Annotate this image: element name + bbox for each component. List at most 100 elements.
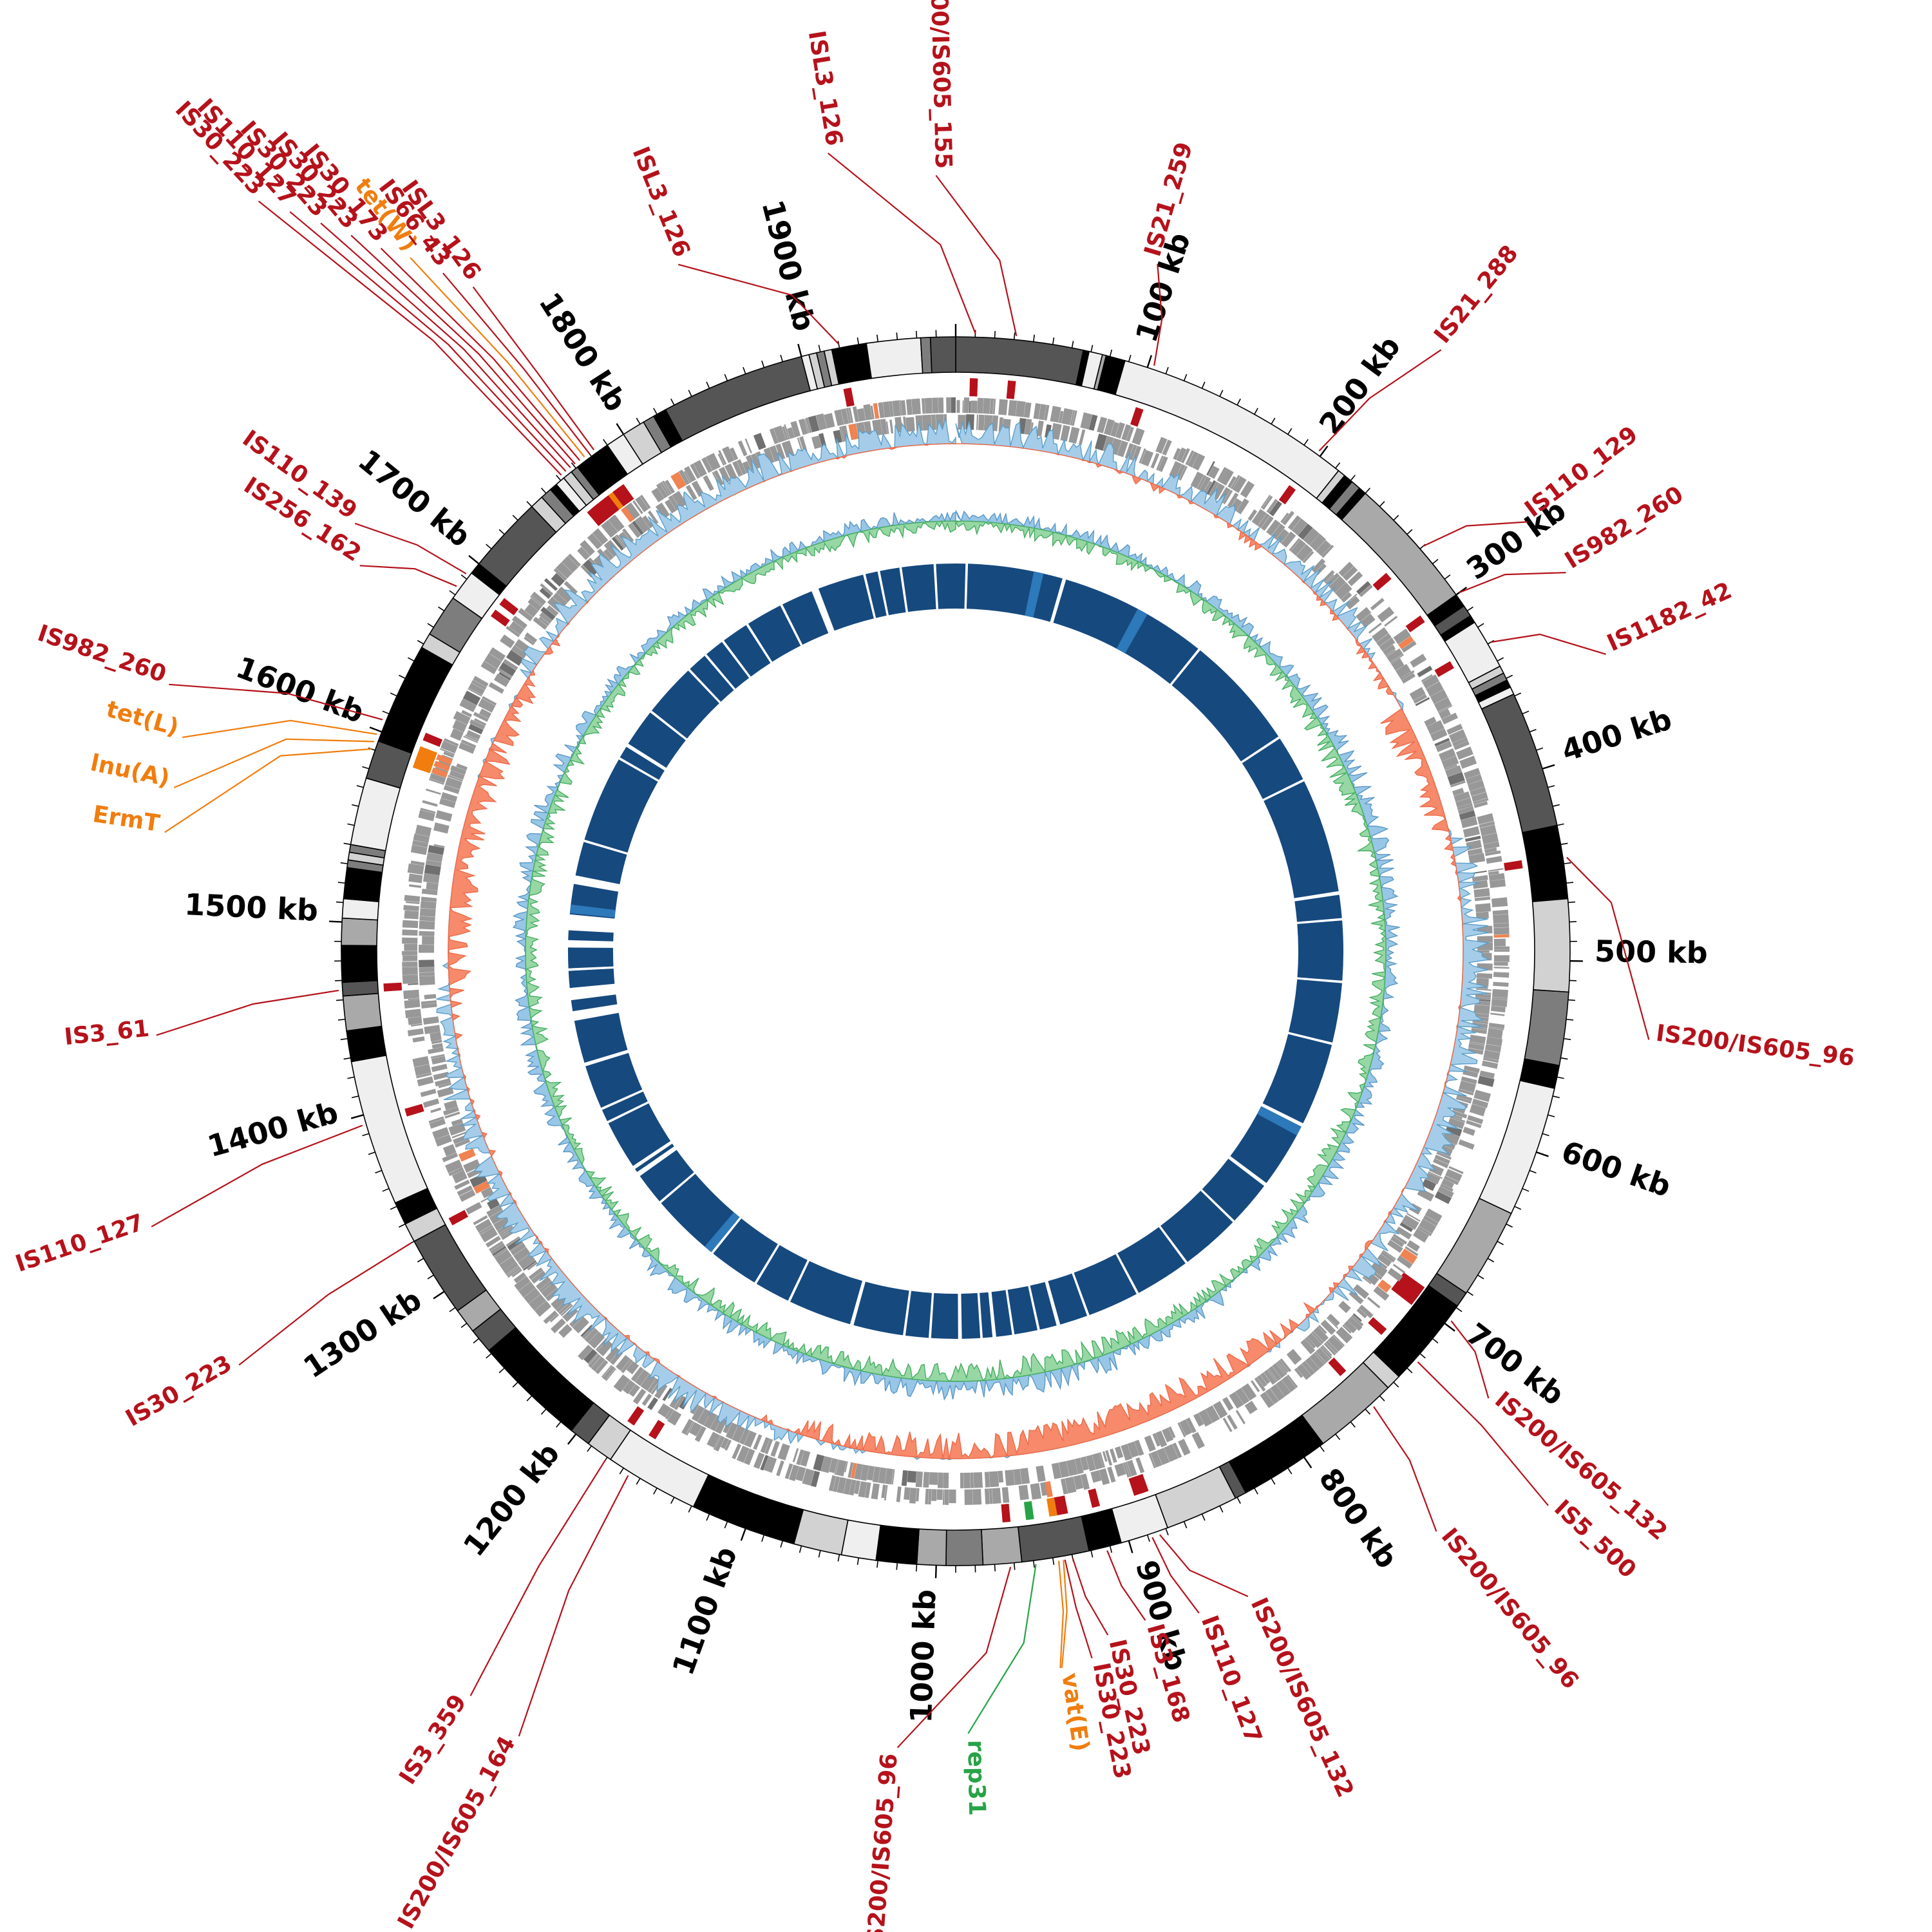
gene-bar [419, 967, 435, 973]
gene-bar [419, 931, 435, 936]
gene-bar [750, 453, 761, 469]
gene-bar [763, 1456, 777, 1473]
amr-gene-bar [1045, 1481, 1053, 1498]
gene-bar [905, 399, 913, 415]
gene-bar [451, 1170, 468, 1184]
gene-bar [475, 1218, 492, 1233]
gene-bar [1392, 1264, 1406, 1274]
gene-bar [518, 1282, 536, 1298]
gene-bar [1168, 1426, 1176, 1439]
gene-bar [1208, 466, 1220, 479]
minor-tick [460, 574, 468, 580]
gene-bar [402, 929, 418, 936]
gene-bar [1192, 453, 1206, 471]
gene-bar [1435, 741, 1452, 752]
gene-bar [732, 1443, 742, 1459]
gene-bar [632, 1388, 647, 1405]
gene-bar [580, 1324, 593, 1338]
gene-bar [461, 710, 473, 717]
minor-tick [1432, 558, 1439, 565]
minor-tick [1319, 1445, 1325, 1452]
gene-bar [714, 470, 724, 486]
gene-bar [1353, 1284, 1369, 1300]
gene-bar [903, 416, 907, 432]
coverage-arc [1007, 1286, 1037, 1334]
annotation-marker [499, 598, 519, 616]
gene-bar [634, 516, 650, 533]
coverage-arc [601, 1091, 648, 1121]
gene-bar [978, 414, 985, 431]
gene-bar [1482, 1057, 1499, 1063]
gene-bar [402, 974, 419, 984]
gene-bar [1336, 1327, 1353, 1343]
gene-bar [1086, 1455, 1096, 1472]
gene-bar [449, 770, 465, 780]
gene-bar [1471, 870, 1487, 875]
gene-bar [753, 1452, 765, 1469]
leader-line [1061, 1560, 1068, 1668]
gene-bar [426, 788, 441, 795]
contig-segment [665, 355, 811, 442]
gene-bar [584, 1328, 599, 1343]
gene-bar [1126, 1459, 1137, 1477]
gene-bar [1479, 821, 1495, 828]
annotation-marker [415, 753, 435, 767]
gene-bar [1314, 1351, 1327, 1365]
minor-tick [352, 804, 359, 807]
gene-bar [1492, 909, 1509, 915]
gene-bar [665, 480, 676, 494]
gene-bar [896, 1486, 902, 1502]
leader-line [1318, 349, 1442, 452]
gene-bar [1475, 993, 1492, 998]
gene-bar [744, 438, 752, 453]
gene-bar [474, 718, 487, 726]
gene-bar [1235, 1410, 1245, 1425]
minor-tick [619, 1468, 624, 1475]
gene-bar [580, 565, 594, 578]
gene-bar [560, 1304, 573, 1316]
gene-bar [1428, 1171, 1443, 1179]
gene-bar [1074, 1457, 1084, 1474]
gene-bar [1461, 816, 1478, 828]
gene-bar [1191, 1432, 1205, 1449]
gene-bar [493, 1217, 511, 1231]
gene-bar [536, 1276, 551, 1291]
annotation-marker [448, 1209, 468, 1226]
gene-bar [1387, 1240, 1403, 1253]
gene-bar [1269, 500, 1282, 516]
gene-bar [482, 696, 497, 706]
gene-bar [1227, 1414, 1238, 1430]
gene-bar [1244, 1401, 1258, 1414]
gene-bar [608, 515, 625, 532]
contig-segment [343, 867, 383, 902]
gene-bar [1425, 1208, 1443, 1223]
gene-bar [1454, 791, 1471, 802]
minor-tick [1548, 785, 1555, 788]
gene-bar [1280, 1358, 1292, 1372]
gene-bar [1441, 1179, 1454, 1189]
gene-bar [404, 943, 418, 951]
gene-bar [1483, 841, 1500, 850]
minor-tick [1466, 606, 1473, 612]
minor-tick [1506, 674, 1513, 679]
gene-bar [854, 1480, 861, 1495]
gene-bar [795, 1466, 806, 1482]
minor-tick [1542, 1133, 1549, 1137]
minor-tick [408, 657, 415, 662]
gene-bar [1251, 1380, 1260, 1392]
gene-bar [556, 562, 573, 579]
gene-bar [527, 598, 542, 611]
gene-bar [1024, 419, 1032, 435]
gene-bar [1488, 1027, 1504, 1030]
gene-bar [1457, 806, 1474, 815]
gene-bar [1485, 850, 1501, 857]
coverage-arc [574, 1012, 628, 1063]
gene-bar [588, 1331, 605, 1349]
gene-bar [513, 1272, 527, 1283]
gene-bar [423, 873, 440, 884]
gene-bar [992, 399, 996, 415]
gene-bar [763, 447, 775, 464]
gene-bar [904, 1487, 911, 1500]
gene-bar [769, 445, 781, 462]
gene-bar [1296, 544, 1313, 562]
